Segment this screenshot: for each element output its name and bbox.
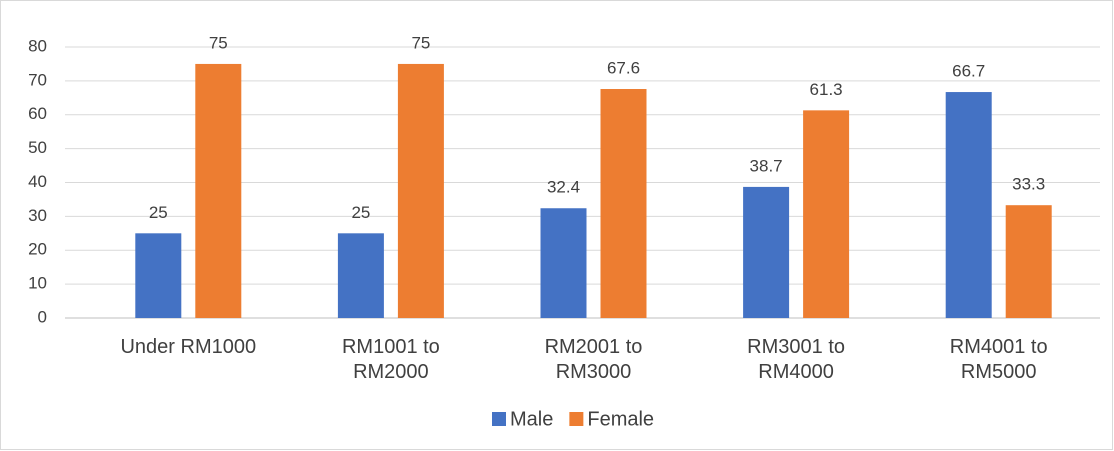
data-label: 25	[149, 203, 168, 222]
y-tick-label: 0	[38, 307, 47, 326]
data-label: 25	[351, 203, 370, 222]
bar	[803, 110, 850, 318]
data-label: 33.3	[1012, 175, 1045, 194]
y-tick-label: 10	[28, 274, 47, 293]
bar	[1005, 205, 1052, 318]
x-tick-label: RM1001 to RM2000	[341, 336, 440, 383]
x-tick-label: RM4001 to RM5000	[949, 336, 1048, 383]
data-label: 61.3	[810, 80, 843, 99]
data-label: 67.6	[607, 58, 640, 77]
data-label: 75	[209, 33, 228, 52]
y-tick-label: 70	[28, 70, 47, 89]
y-tick-label: 40	[28, 172, 47, 191]
legend-label: Male	[510, 408, 553, 430]
y-tick-label: 60	[28, 104, 47, 123]
y-tick-label: 30	[28, 206, 47, 225]
bar	[945, 92, 992, 319]
bar	[600, 89, 647, 318]
y-tick-label: 80	[28, 36, 47, 55]
legend-swatch	[492, 412, 506, 426]
y-tick-label: 50	[28, 138, 47, 157]
y-tick-label: 20	[28, 240, 47, 259]
bar	[337, 233, 384, 318]
data-label: 32.4	[547, 178, 580, 197]
legend-label: Female	[587, 408, 654, 430]
bar	[135, 233, 182, 318]
bar	[397, 63, 444, 318]
bar	[540, 208, 587, 318]
x-tick-label: RM2001 to RM3000	[544, 336, 643, 383]
data-label: 38.7	[750, 156, 783, 175]
legend-swatch	[569, 412, 584, 426]
bar	[195, 63, 242, 318]
x-tick-label: RM3001 to RM4000	[747, 336, 846, 383]
data-label: 66.7	[952, 62, 985, 81]
data-label: 75	[411, 33, 430, 52]
x-tick-label: Under RM1000	[120, 336, 257, 358]
bar	[743, 186, 790, 318]
